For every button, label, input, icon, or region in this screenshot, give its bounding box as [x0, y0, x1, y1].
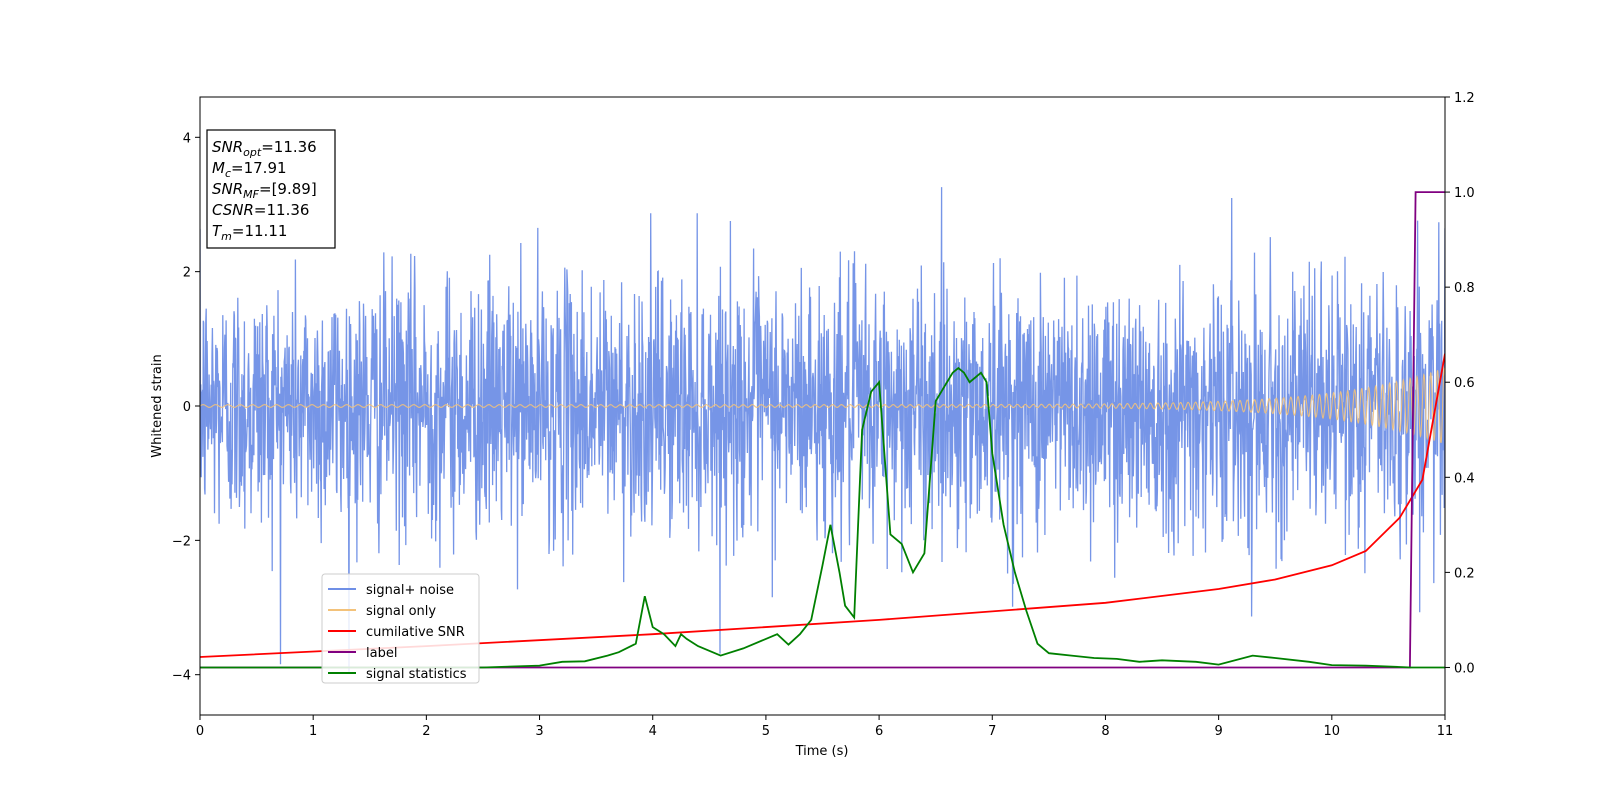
- legend-label: signal only: [366, 604, 436, 619]
- info-line: SNRopt=11.36: [212, 138, 317, 159]
- y-axis-label: Whitened strain: [150, 354, 165, 457]
- x-tick-label: 8: [1101, 724, 1109, 739]
- info-value: =11.11: [232, 222, 288, 240]
- info-box: SNRopt=11.36Mc=17.91SNRMF=[9.89]CSNR=11.…: [206, 129, 336, 249]
- x-axis-label: Time (s): [795, 744, 849, 759]
- y-left-tick-label: −2: [172, 534, 191, 549]
- info-symbol: M: [212, 159, 225, 177]
- y-right-tick-label: 1.0: [1454, 186, 1475, 201]
- series-cumulative-snr: [200, 353, 1445, 658]
- y-right-tick-label: 0.2: [1454, 566, 1475, 581]
- info-subscript: MF: [243, 188, 259, 201]
- info-subscript: c: [225, 167, 231, 180]
- y-right-tick-label: 0.4: [1454, 471, 1475, 486]
- legend-frame: [321, 573, 480, 684]
- legend-label: signal+ noise: [366, 583, 454, 598]
- info-symbol: T: [212, 222, 223, 240]
- plot-area: [200, 187, 1445, 674]
- info-subscript: opt: [243, 146, 262, 159]
- legend-label: label: [366, 646, 397, 661]
- y-axis-right-ticks: 1.2 1.0 0.8 0.6 0.4 0.2 0.0: [1445, 91, 1475, 676]
- y-left-tick-label: −4: [172, 669, 191, 684]
- info-value: =17.91: [231, 159, 287, 177]
- x-tick-label: 4: [649, 724, 657, 739]
- legend-label: cumilative SNR: [366, 625, 465, 640]
- info-line: SNRMF=[9.89]: [212, 180, 317, 201]
- series-signal-statistics: [200, 366, 1445, 669]
- series-signal-noise: [200, 187, 1445, 674]
- y-right-tick-label: 1.2: [1454, 91, 1475, 106]
- info-box-frame: [206, 129, 336, 249]
- x-tick-label: 2: [422, 724, 430, 739]
- legend-label: signal statistics: [366, 667, 467, 682]
- x-tick-label: 5: [762, 724, 770, 739]
- x-tick-label: 11: [1437, 724, 1454, 739]
- y-right-tick-label: 0.0: [1454, 661, 1475, 676]
- info-value: =11.36: [254, 201, 310, 219]
- x-tick-label: 1: [309, 724, 317, 739]
- y-right-tick-label: 0.8: [1454, 281, 1475, 296]
- info-line: Tm=11.11: [212, 222, 287, 243]
- x-tick-label: 9: [1214, 724, 1222, 739]
- x-tick-label: 3: [535, 724, 543, 739]
- x-tick-label: 6: [875, 724, 883, 739]
- y-left-tick-label: 4: [183, 131, 191, 146]
- y-axis-left-ticks: 4 2 0 −2 −4: [172, 131, 200, 684]
- series-signal-only: [200, 367, 1445, 444]
- y-right-tick-label: 0.6: [1454, 376, 1475, 391]
- info-line: Mc=17.91: [212, 159, 287, 180]
- y-left-tick-label: 2: [183, 266, 191, 281]
- info-subscript: m: [221, 230, 232, 243]
- series-label: [200, 191, 1445, 669]
- info-symbol: SNR: [212, 180, 243, 198]
- x-tick-label: 0: [196, 724, 204, 739]
- info-symbol: SNR: [212, 138, 243, 156]
- info-line: CSNR=11.36: [212, 201, 309, 219]
- x-axis-ticks: 0 1 2 3 4 5 6 7 8 9 10 11: [196, 715, 1453, 739]
- x-tick-label: 7: [988, 724, 996, 739]
- info-symbol: CSNR: [212, 201, 254, 219]
- info-value: =11.36: [261, 138, 317, 156]
- y-left-tick-label: 0: [183, 400, 191, 415]
- x-tick-label: 10: [1324, 724, 1341, 739]
- info-value: =[9.89]: [259, 180, 317, 198]
- legend: signal+ noise signal only cumilative SNR la…: [321, 573, 480, 684]
